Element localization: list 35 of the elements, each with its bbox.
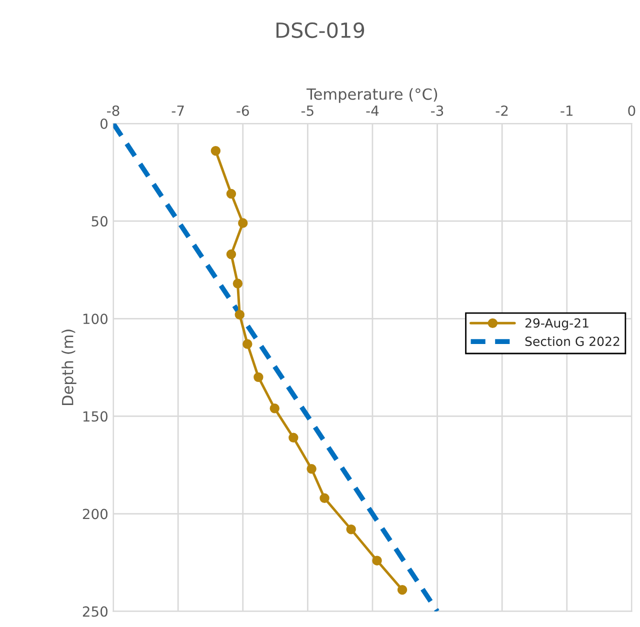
- point: [320, 493, 330, 504]
- x-axis-title: Temperature (°C): [306, 88, 438, 103]
- point: [254, 372, 264, 382]
- x-tick-label: -7: [172, 106, 184, 116]
- x-tick-label: -5: [301, 106, 314, 116]
- point: [238, 218, 248, 228]
- point: [346, 524, 356, 534]
- y-tick-label: 0: [100, 118, 108, 129]
- point: [234, 310, 244, 320]
- chart-title: DSC-019: [276, 22, 364, 38]
- point: [232, 278, 243, 288]
- x-tick-label: -6: [236, 105, 249, 116]
- point: [242, 339, 252, 349]
- legend-label: 29-Aug-21: [525, 318, 588, 330]
- point: [210, 146, 221, 156]
- y-tick-label: 100: [83, 314, 108, 324]
- x-tick-label: -8: [107, 105, 120, 116]
- point: [270, 404, 280, 414]
- x-tick-label: -4: [366, 106, 379, 116]
- point: [372, 556, 382, 566]
- x-tick-label: -3: [431, 105, 444, 116]
- point: [226, 249, 236, 260]
- y-axis-title: Depth (m): [62, 330, 76, 406]
- point: [226, 188, 236, 199]
- point: [306, 464, 316, 474]
- y-tick-label: 150: [83, 411, 108, 422]
- x-tick-label: -1: [560, 106, 573, 116]
- x-tick-label: 0: [628, 105, 636, 116]
- x-tick-label: -2: [496, 105, 508, 116]
- y-tick-label: 50: [92, 216, 108, 227]
- y-tick-label: 200: [82, 508, 108, 520]
- point: [397, 585, 408, 595]
- point: [288, 432, 298, 443]
- y-tick-label: 250: [82, 606, 108, 617]
- legend-label: Section G 2022: [525, 336, 620, 346]
